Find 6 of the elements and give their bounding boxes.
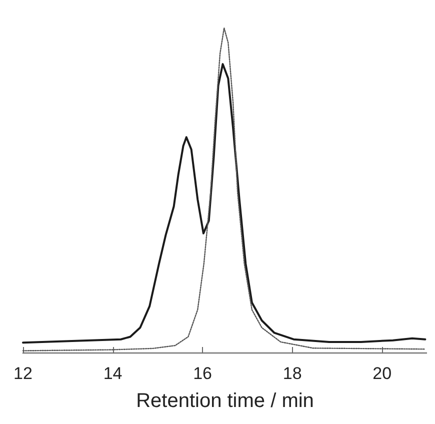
- x-tick-label: 16: [193, 364, 212, 383]
- x-tick-label: 20: [372, 364, 392, 383]
- x-tick-label: 18: [282, 364, 302, 383]
- x-tick-label: 14: [103, 364, 122, 383]
- x-axis-title: Retention time / min: [136, 390, 314, 412]
- x-tick-label: 12: [14, 364, 32, 383]
